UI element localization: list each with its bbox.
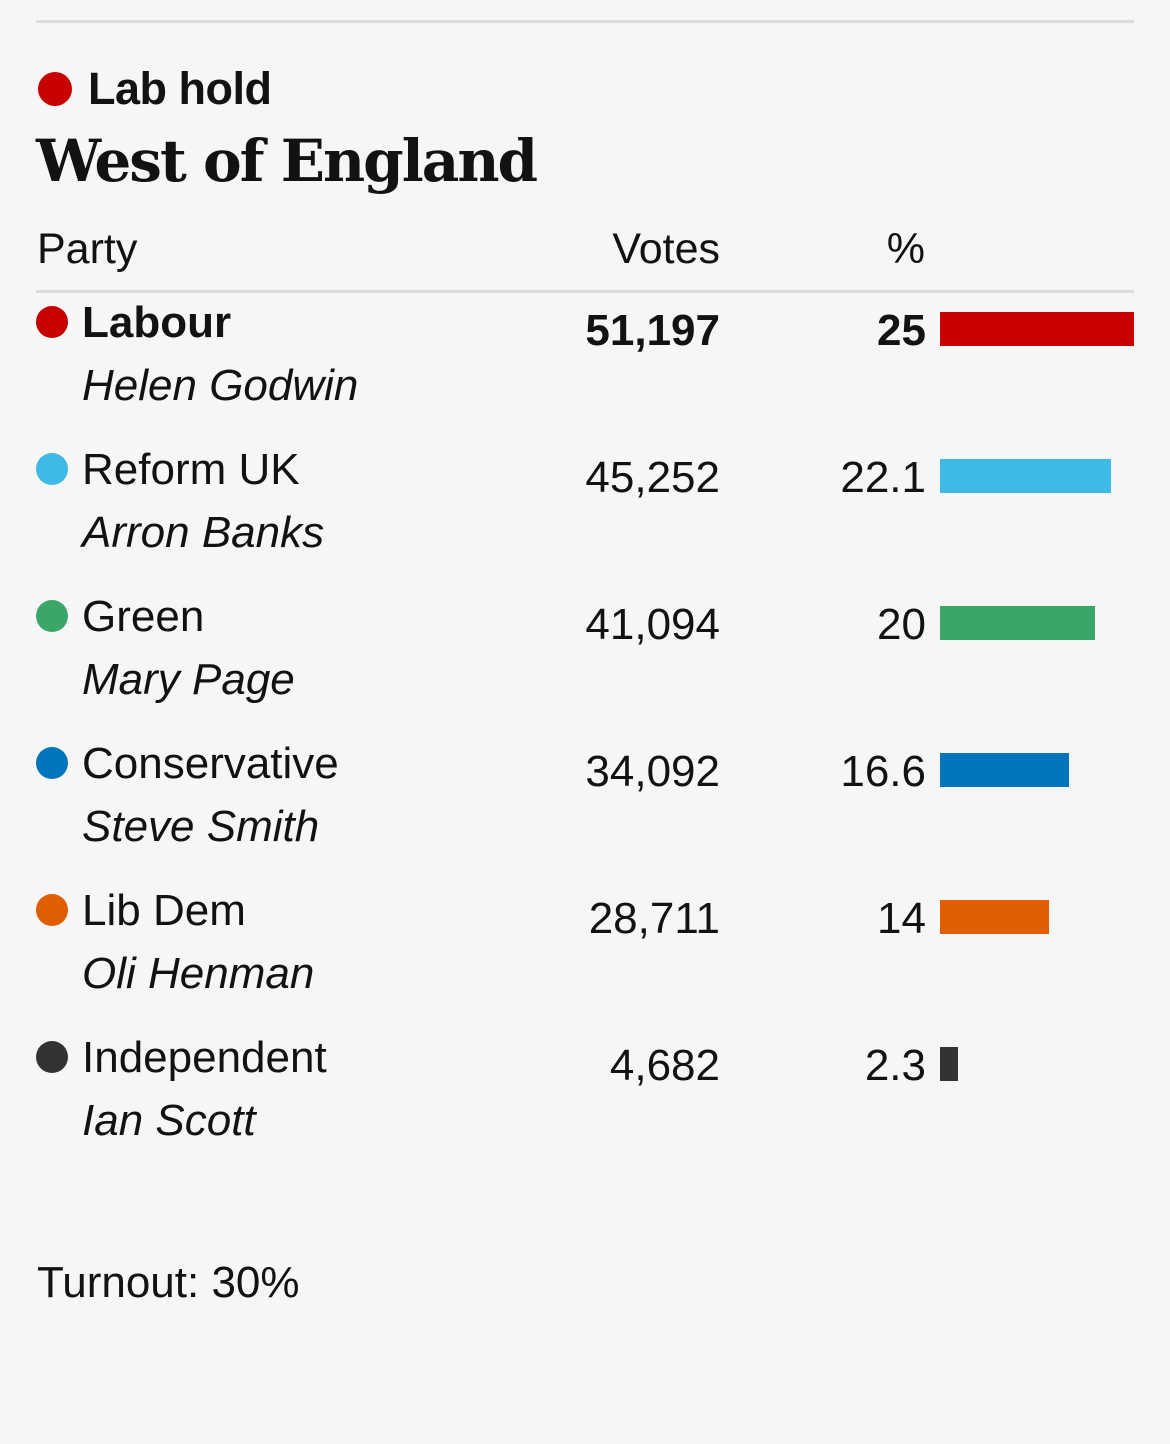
result-status: Lab hold: [38, 63, 272, 114]
party-name: Reform UK: [82, 445, 300, 494]
vote-count: 4,682: [609, 1041, 720, 1090]
region-title: West of England: [36, 127, 538, 195]
party-color-dot: [36, 306, 68, 338]
vote-share-bar-track: [940, 900, 1134, 934]
candidate-name: Ian Scott: [82, 1096, 256, 1145]
result-row: Conservative Steve Smith 34,092 16.6: [0, 737, 1170, 884]
candidate-name: Arron Banks: [82, 508, 325, 557]
vote-share-bar: [940, 312, 1134, 346]
vote-share-label: 22.1: [840, 453, 926, 502]
percent-column-header: %: [886, 225, 925, 273]
party-column-header: Party: [37, 225, 138, 273]
vote-share-bar-track: [940, 1047, 1134, 1081]
vote-share-bar-track: [940, 459, 1134, 493]
vote-count: 51,197: [585, 306, 720, 355]
party-name: Independent: [82, 1033, 327, 1082]
votes-column-header: Votes: [612, 225, 720, 273]
vote-share-bar: [940, 900, 1049, 934]
party-color-dot: [36, 600, 68, 632]
result-row: Lib Dem Oli Henman 28,711 14: [0, 884, 1170, 1031]
candidate-name: Helen Godwin: [82, 361, 359, 410]
vote-count: 45,252: [585, 453, 720, 502]
party-name: Green: [82, 592, 205, 641]
turnout: Turnout: 30%: [37, 1258, 300, 1307]
vote-share-label: 2.3: [864, 1041, 926, 1090]
party-color-dot: [36, 1041, 68, 1073]
vote-share-bar: [940, 459, 1111, 493]
header-divider: [36, 290, 1134, 293]
vote-share-bar: [940, 606, 1095, 640]
vote-share-bar-track: [940, 753, 1134, 787]
party-color-dot: [36, 894, 68, 926]
candidate-name: Mary Page: [82, 655, 295, 704]
vote-share-label: 16.6: [840, 747, 926, 796]
top-divider: [36, 20, 1134, 23]
vote-share-label: 25: [877, 306, 926, 355]
result-row: Reform UK Arron Banks 45,252 22.1: [0, 443, 1170, 590]
party-name: Labour: [82, 298, 232, 347]
result-status-label: Lab hold: [88, 63, 272, 114]
results-table: Labour Helen Godwin 51,197 25 Reform UK Arron…: [0, 296, 1170, 1178]
vote-share-bar-track: [940, 606, 1134, 640]
party-color-dot: [36, 453, 68, 485]
vote-share-bar: [940, 753, 1069, 787]
result-row: Green Mary Page 41,094 20: [0, 590, 1170, 737]
vote-count: 28,711: [588, 894, 720, 943]
result-status-dot: [38, 72, 72, 106]
party-name: Conservative: [82, 739, 339, 788]
candidate-name: Oli Henman: [82, 949, 315, 998]
result-row: Independent Ian Scott 4,682 2.3: [0, 1031, 1170, 1178]
vote-count: 34,092: [585, 747, 720, 796]
vote-share-label: 20: [877, 600, 926, 649]
vote-share-bar-track: [940, 312, 1134, 346]
vote-share-bar: [940, 1047, 958, 1081]
result-row: Labour Helen Godwin 51,197 25: [0, 296, 1170, 443]
candidate-name: Steve Smith: [82, 802, 320, 851]
party-name: Lib Dem: [82, 886, 246, 935]
vote-share-label: 14: [877, 894, 926, 943]
vote-count: 41,094: [585, 600, 720, 649]
party-color-dot: [36, 747, 68, 779]
